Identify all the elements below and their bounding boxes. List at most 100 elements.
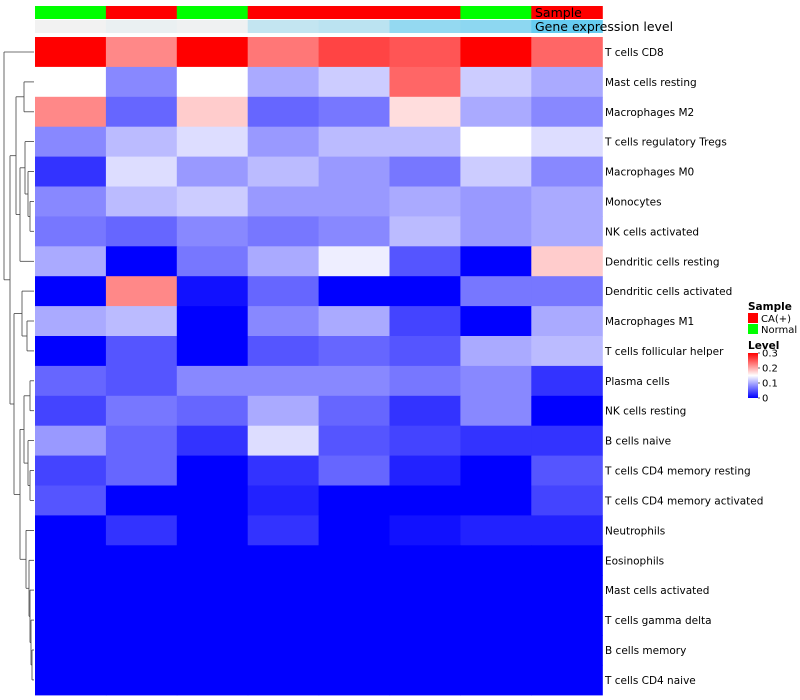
heatmap-cell — [531, 276, 603, 307]
heatmap-cell — [35, 455, 107, 487]
heatmap-cell — [460, 635, 532, 666]
heatmap-cell — [35, 306, 107, 337]
heatmap-cell — [35, 515, 107, 546]
row-label: B cells memory — [605, 645, 686, 657]
level-legend-tick-label: 0 — [762, 394, 768, 405]
heatmap-cell — [389, 186, 461, 217]
heatmap-cell — [531, 186, 603, 217]
heatmap-cell — [247, 96, 320, 128]
row-label: T cells CD4 memory activated — [604, 495, 763, 507]
heatmap-cell — [531, 306, 603, 337]
gene-expression-annotation-cell — [531, 20, 603, 33]
heatmap-cell — [531, 425, 603, 457]
heatmap-cell — [389, 126, 461, 158]
heatmap-cell — [176, 575, 249, 606]
heatmap-cell — [247, 395, 320, 427]
heatmap-cell — [318, 216, 391, 247]
heatmap-cell — [531, 664, 603, 696]
heatmap-cell — [318, 246, 391, 277]
heatmap-cell — [318, 365, 391, 397]
heatmap-cell — [176, 96, 249, 128]
heatmap-cell — [460, 306, 532, 337]
heatmap-cell — [35, 246, 107, 277]
heatmap-cell — [318, 336, 391, 367]
heatmap-cell — [531, 395, 603, 427]
heatmap-cell — [247, 37, 320, 68]
heatmap-cell — [389, 246, 461, 277]
row-label: Macrophages M0 — [605, 167, 694, 179]
gene-expression-annotation-cell — [247, 20, 320, 33]
heatmap-cell — [318, 66, 391, 98]
heatmap-cell — [176, 515, 249, 546]
heatmap-cell — [318, 186, 391, 217]
level-legend: Level 0.3 0.2 0.1 0 — [748, 340, 779, 405]
heatmap-cell — [460, 425, 532, 457]
sample-legend-swatch — [748, 324, 758, 334]
heatmap-cell — [176, 156, 249, 188]
heatmap-cells — [35, 37, 603, 696]
row-dendrogram — [3, 51, 34, 681]
heatmap-cell — [531, 126, 603, 158]
heatmap-cell — [460, 485, 532, 516]
heatmap-cell — [389, 395, 461, 427]
level-legend-tick-label: 0.3 — [762, 349, 778, 360]
sample-annotation-cell — [176, 6, 249, 19]
heatmap-cell — [318, 545, 391, 576]
row-label: T cells regulatory Tregs — [604, 137, 727, 149]
heatmap-cell — [318, 635, 391, 666]
row-label: T cells CD4 memory resting — [604, 466, 751, 478]
heatmap-cell — [460, 216, 532, 247]
heatmap-cell — [531, 156, 603, 188]
heatmap-cell — [247, 306, 320, 337]
gene-expression-annotation-cell — [105, 20, 178, 33]
heatmap-cell — [531, 515, 603, 546]
heatmap-cell — [35, 365, 107, 397]
heatmap-cell — [389, 365, 461, 397]
row-label: NK cells activated — [605, 226, 699, 238]
heatmap-cell — [176, 395, 249, 427]
heatmap-cell — [531, 635, 603, 666]
heatmap-cell — [176, 365, 249, 397]
heatmap-cell — [105, 485, 178, 516]
row-label: Neutrophils — [605, 525, 665, 537]
heatmap-cell — [389, 605, 461, 636]
heatmap-cell — [531, 545, 603, 576]
heatmap-cell — [247, 425, 320, 457]
sample-legend-label: Normal — [761, 325, 797, 336]
row-label: Monocytes — [605, 196, 662, 208]
row-label: T cells CD8 — [604, 47, 664, 59]
row-label: T cells follicular helper — [604, 346, 724, 358]
heatmap-cell — [460, 186, 532, 217]
heatmap-cell — [35, 395, 107, 427]
heatmap-cell — [35, 336, 107, 367]
heatmap-cell — [389, 156, 461, 188]
heatmap-cell — [531, 365, 603, 397]
heatmap-cell — [105, 126, 178, 158]
gene-expression-annotation-cell — [35, 20, 107, 33]
heatmap-cell — [176, 246, 249, 277]
heatmap-cell — [176, 66, 249, 98]
heatmap-cell — [318, 126, 391, 158]
heatmap-cell — [105, 395, 178, 427]
heatmap-cell — [247, 605, 320, 636]
heatmap-cell — [247, 455, 320, 487]
heatmap-cell — [247, 156, 320, 188]
heatmap-cell — [176, 425, 249, 457]
heatmap-cell — [176, 664, 249, 696]
level-legend-tick-label: 0.2 — [762, 364, 778, 375]
heatmap-cell — [247, 276, 320, 307]
gene-expression-annotation-cell — [460, 20, 532, 33]
heatmap-cell — [389, 66, 461, 98]
heatmap-cell — [105, 635, 178, 666]
row-label: Mast cells resting — [605, 77, 697, 89]
heatmap-cell — [105, 425, 178, 457]
heatmap-cell — [176, 635, 249, 666]
row-label: NK cells resting — [605, 406, 686, 418]
heatmap-cell — [35, 96, 107, 128]
heatmap-cell — [247, 515, 320, 546]
heatmap-cell — [35, 605, 107, 636]
sample-legend-swatch — [748, 313, 758, 323]
heatmap-cell — [247, 575, 320, 606]
heatmap-cell — [247, 216, 320, 247]
